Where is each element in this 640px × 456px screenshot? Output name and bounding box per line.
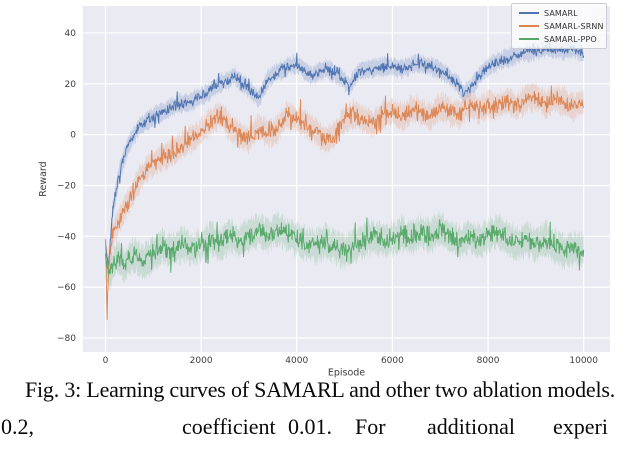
y-tick-label: −60 [57,283,76,293]
chart-legend: SAMARL SAMARL-SRNN SAMARL-PPO [511,3,607,49]
figure-3: 40 20 0 −20 −40 −60 −80 0 2000 4000 6000 8000 10000 E… [38,3,610,379]
y-tick-label: −80 [57,334,76,344]
legend-label-samarl: SAMARL [544,8,578,18]
legend-line-samarl [519,12,539,14]
legend-entry-samarl-ppo: SAMARL-PPO [519,34,600,44]
clipped-body-text: 0.2, coefficient 0.01. For additional experi [0,416,640,456]
band-SAMARL-SRNN [105,81,584,324]
body-text-fragment: For [355,414,386,439]
y-tick-label: 40 [65,29,77,39]
x-tick-label: 4000 [285,356,308,366]
plot-area [83,6,610,352]
body-text-fragment: 0.01. [288,414,332,439]
legend-entry-samarl-srnn: SAMARL-SRNN [519,21,603,31]
x-tick-label: 10000 [569,356,598,366]
band-SAMARL [105,37,584,276]
y-tick-label: −20 [57,181,76,191]
legend-entry-samarl: SAMARL [519,8,600,18]
legend-label-samarl-ppo: SAMARL-PPO [544,34,597,44]
x-tick-label: 6000 [381,356,404,366]
body-text-fragment: experi [553,414,608,439]
line-SAMARL-SRNN [105,85,585,320]
legend-line-samarl-srnn [519,25,539,27]
body-text-fragment: 0.2, [1,414,34,439]
legend-label-samarl-srnn: SAMARL-SRNN [544,21,604,31]
body-text-fragment: additional [427,414,515,439]
y-axis-label: Reward [38,161,49,196]
x-tick-label: 2000 [190,356,213,366]
line-SAMARL [105,42,585,266]
line-SAMARL-PPO [105,217,585,276]
body-text-fragment: coefficient [182,414,276,439]
x-tick-label: 8000 [477,356,500,366]
figure-caption: Fig. 3: Learning curves of SAMARL and ot… [24,377,616,402]
y-tick-label: 0 [70,131,76,141]
y-tick-label: −40 [57,232,76,242]
x-tick-label: 0 [103,356,109,366]
learning-curves-chart: 40 20 0 −20 −40 −60 −80 0 2000 4000 6000 8000 10000 E… [38,6,610,379]
legend-line-samarl-ppo [519,38,539,40]
y-tick-label: 20 [65,80,77,90]
x-axis-label: Episode [328,368,365,379]
